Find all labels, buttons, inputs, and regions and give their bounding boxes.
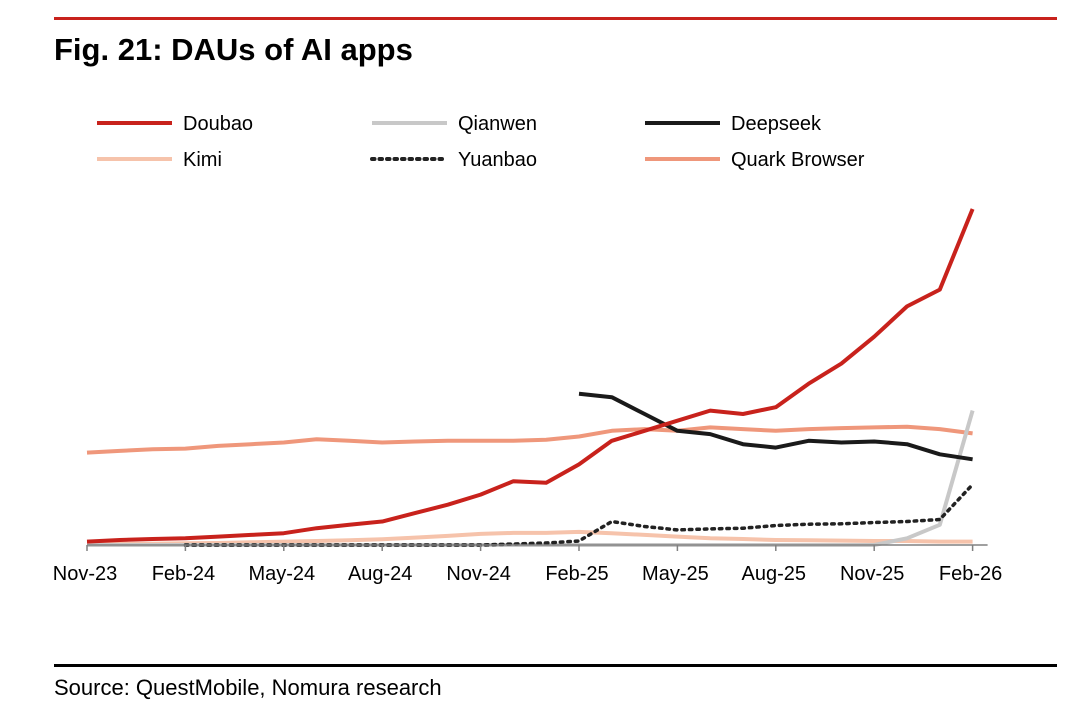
legend-label-quark-browser: Quark Browser	[731, 149, 865, 171]
source-note: Source: QuestMobile, Nomura research	[54, 675, 442, 700]
x-tick-label-feb-26: Feb-26	[939, 563, 1002, 585]
chart: Doubao Qianwen Deepseek Kimi Yuanbao Quark Br…	[53, 113, 1003, 585]
top-rule	[54, 17, 1057, 20]
x-tick-label-feb-24: Feb-24	[152, 563, 215, 585]
x-tick-label-may-24: May-24	[248, 563, 315, 585]
figure-title: Fig. 21: DAUs of AI apps	[54, 32, 413, 67]
plot-area	[86, 208, 975, 547]
bottom-rule	[54, 664, 1057, 667]
series-line-kimi	[86, 529, 973, 547]
legend-label-doubao: Doubao	[183, 113, 253, 135]
x-tick-label-feb-25: Feb-25	[545, 563, 608, 585]
legend-label-kimi: Kimi	[183, 149, 222, 171]
series-line-quark-browser	[86, 424, 973, 455]
legend-label-yuanbao: Yuanbao	[458, 149, 537, 171]
x-tick-label-aug-25: Aug-25	[742, 563, 807, 585]
legend-label-deepseek: Deepseek	[731, 113, 822, 135]
x-tick-label-nov-25: Nov-25	[840, 563, 904, 585]
x-tick-label-nov-24: Nov-24	[446, 563, 510, 585]
x-tick-label-may-25: May-25	[642, 563, 709, 585]
series-line-doubao	[86, 208, 975, 544]
legend: Doubao Qianwen Deepseek Kimi Yuanbao Quark Br…	[97, 113, 865, 171]
series-line-deepseek	[578, 391, 973, 462]
series-line-yuanbao	[183, 482, 975, 547]
x-tick-label-aug-24: Aug-24	[348, 563, 413, 585]
x-axis: Nov-23 Feb-24 May-24 Aug-24 Nov-24 Feb-25 May-…	[53, 544, 1002, 585]
x-tick-label-nov-23: Nov-23	[53, 563, 117, 585]
legend-label-qianwen: Qianwen	[458, 113, 537, 135]
